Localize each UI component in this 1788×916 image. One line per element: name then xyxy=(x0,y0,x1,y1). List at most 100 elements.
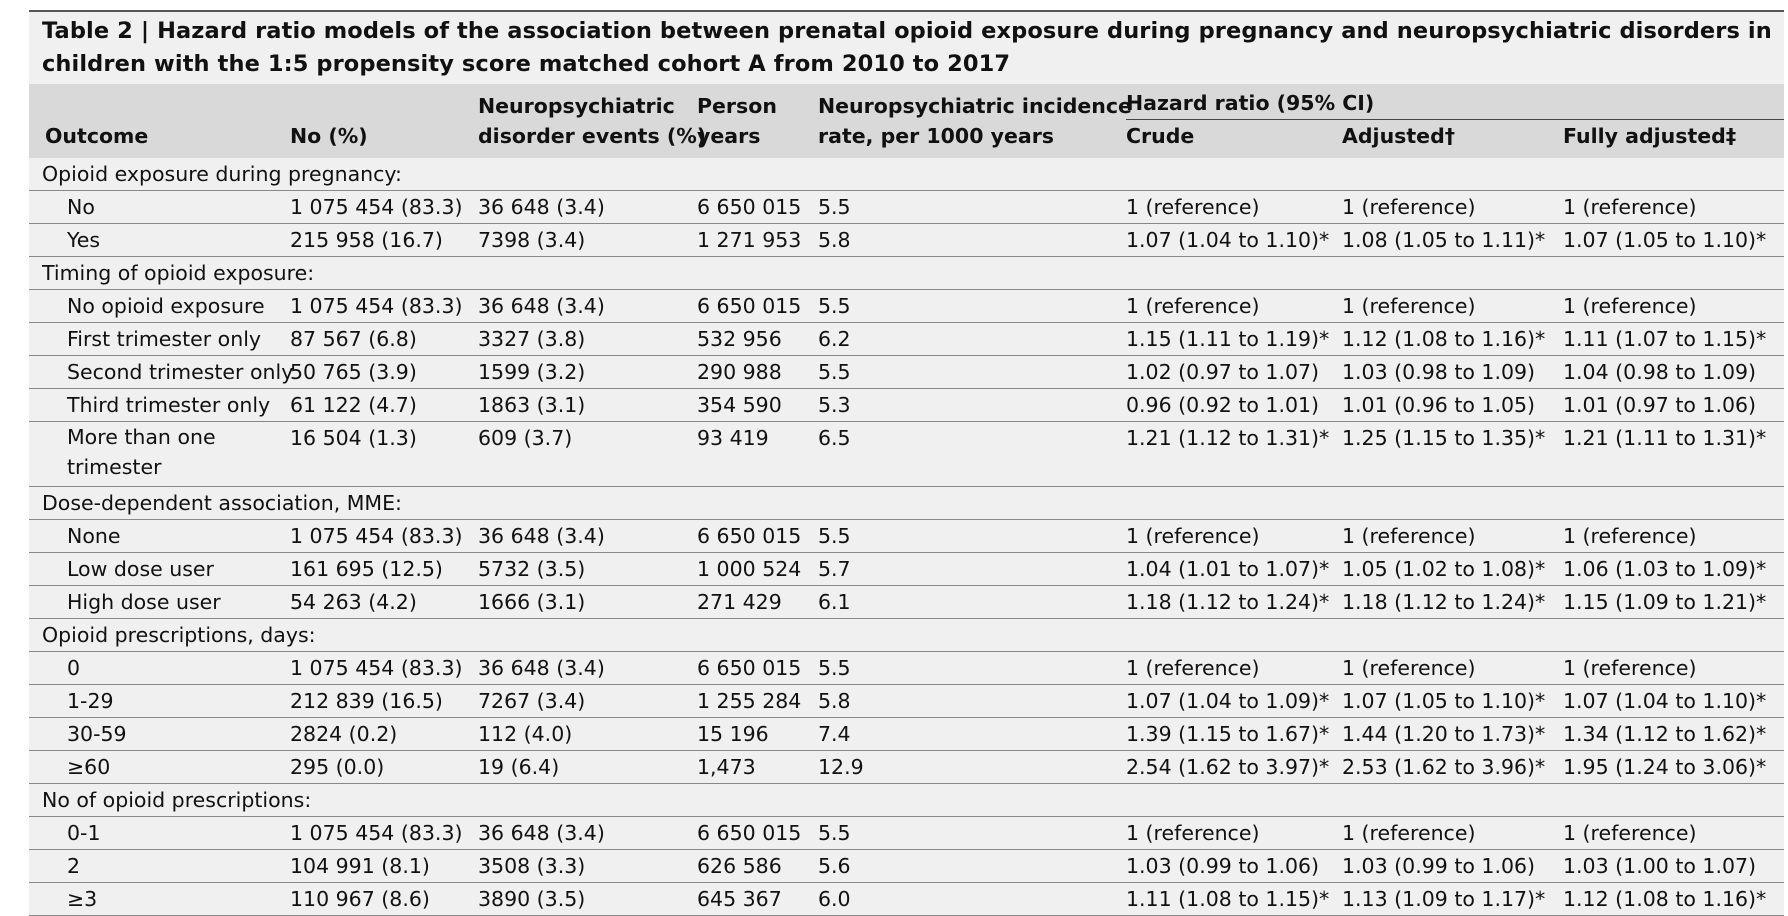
cell-incidence-rate: 6.2 xyxy=(818,322,1120,356)
cell-hr-adjusted: 1.12 (1.08 to 1.16)* xyxy=(1342,322,1563,356)
table-row: High dose user 54 263 (4.2) 1666 (3.1) 271 … xyxy=(29,585,1784,619)
cell-hr-fully-adjusted: 1.06 (1.03 to 1.09)* xyxy=(1563,552,1784,586)
top-rule xyxy=(29,10,1784,12)
cell-no-pct: 1 075 454 (83.3) xyxy=(290,519,478,553)
table-body: Opioid exposure during pregnancy: No 1 075… xyxy=(29,158,1784,916)
table-row: First trimester only 87 567 (6.8) 3327 (3.… xyxy=(29,322,1784,356)
cell-outcome: High dose user xyxy=(29,585,290,619)
cell-incidence-rate: 5.5 xyxy=(818,289,1120,323)
cell-outcome: 0-1 xyxy=(29,816,290,850)
cell-outcome: 30-59 xyxy=(29,717,290,751)
cell-hr-adjusted: 1.44 (1.20 to 1.73)* xyxy=(1342,717,1563,751)
table-row: ≥3 110 967 (8.6) 3890 (3.5) 645 367 6.0 1.11 … xyxy=(29,882,1784,916)
cell-outcome: Third trimester only xyxy=(29,388,290,422)
section-row: Opioid prescriptions, days: xyxy=(29,618,1784,652)
cell-outcome: 0 xyxy=(29,651,290,685)
cell-events: 3327 (3.8) xyxy=(478,322,697,356)
cell-no-pct: 104 991 (8.1) xyxy=(290,849,478,883)
cell-hr-fully-adjusted: 1.15 (1.09 to 1.21)* xyxy=(1563,585,1784,619)
cell-person-years: 6 650 015 xyxy=(697,190,818,224)
cell-events: 36 648 (3.4) xyxy=(478,190,697,224)
cell-outcome: ≥60 xyxy=(29,750,290,784)
table-row: Second trimester only 50 765 (3.9) 1599 (3… xyxy=(29,355,1784,389)
cell-hr-crude: 1 (reference) xyxy=(1120,651,1342,685)
header-no-pct: No (%) xyxy=(290,120,478,158)
cell-no-pct: 215 958 (16.7) xyxy=(290,223,478,257)
cell-hr-fully-adjusted: 1.04 (0.98 to 1.09) xyxy=(1563,355,1784,389)
cell-person-years: 626 586 xyxy=(697,849,818,883)
cell-outcome: 2 xyxy=(29,849,290,883)
cell-hr-crude: 1.03 (0.99 to 1.06) xyxy=(1120,849,1342,883)
cell-hr-crude: 1.11 (1.08 to 1.15)* xyxy=(1120,882,1342,916)
table-row: Yes 215 958 (16.7) 7398 (3.4) 1 271 953 5.8 1… xyxy=(29,223,1784,257)
cell-events: 609 (3.7) xyxy=(478,421,697,487)
section-row: Opioid exposure during pregnancy: xyxy=(29,158,1784,191)
cell-hr-fully-adjusted: 1.01 (0.97 to 1.06) xyxy=(1563,388,1784,422)
cell-hr-fully-adjusted: 1.11 (1.07 to 1.15)* xyxy=(1563,322,1784,356)
cell-hr-adjusted: 2.53 (1.62 to 3.96)* xyxy=(1342,750,1563,784)
cell-hr-crude: 1.07 (1.04 to 1.10)* xyxy=(1120,223,1342,257)
cell-no-pct: 50 765 (3.9) xyxy=(290,355,478,389)
cell-hr-crude: 1.18 (1.12 to 1.24)* xyxy=(1120,585,1342,619)
cell-hr-fully-adjusted: 1.07 (1.04 to 1.10)* xyxy=(1563,684,1784,718)
cell-hr-crude: 0.96 (0.92 to 1.01) xyxy=(1120,388,1342,422)
cell-hr-adjusted: 1.18 (1.12 to 1.24)* xyxy=(1342,585,1563,619)
header-outcome-top xyxy=(29,84,290,120)
cell-incidence-rate: 5.5 xyxy=(818,190,1120,224)
cell-events: 36 648 (3.4) xyxy=(478,816,697,850)
table-row: None 1 075 454 (83.3) 36 648 (3.4) 6 650 01… xyxy=(29,519,1784,553)
cell-hr-adjusted: 1 (reference) xyxy=(1342,289,1563,323)
cell-person-years: 6 650 015 xyxy=(697,816,818,850)
cell-events: 5732 (3.5) xyxy=(478,552,697,586)
hazard-ratio-table: Neuropsychiatric Person Neuropsychiatric… xyxy=(29,84,1784,916)
cell-hr-adjusted: 1.13 (1.09 to 1.17)* xyxy=(1342,882,1563,916)
cell-events: 36 648 (3.4) xyxy=(478,519,697,553)
header-hazard-ratio-label: Hazard ratio (95% CI) xyxy=(1126,89,1784,120)
cell-hr-fully-adjusted: 1.12 (1.08 to 1.16)* xyxy=(1563,882,1784,916)
cell-person-years: 93 419 xyxy=(697,421,818,487)
cell-hr-adjusted: 1.08 (1.05 to 1.11)* xyxy=(1342,223,1563,257)
cell-hr-fully-adjusted: 1 (reference) xyxy=(1563,651,1784,685)
cell-incidence-rate: 5.7 xyxy=(818,552,1120,586)
header-events-l1: Neuropsychiatric xyxy=(478,84,697,120)
cell-hr-adjusted: 1 (reference) xyxy=(1342,651,1563,685)
cell-hr-crude: 1 (reference) xyxy=(1120,519,1342,553)
cell-incidence-rate: 6.1 xyxy=(818,585,1120,619)
table-row: 2 104 991 (8.1) 3508 (3.3) 626 586 5.6 1.03 (… xyxy=(29,849,1784,883)
cell-outcome: ≥3 xyxy=(29,882,290,916)
cell-no-pct: 295 (0.0) xyxy=(290,750,478,784)
cell-events: 1599 (3.2) xyxy=(478,355,697,389)
header-rate-l2: rate, per 1000 years xyxy=(818,120,1120,158)
cell-outcome: None xyxy=(29,519,290,553)
cell-incidence-rate: 5.8 xyxy=(818,223,1120,257)
cell-person-years: 290 988 xyxy=(697,355,818,389)
cell-person-years: 1 000 524 xyxy=(697,552,818,586)
cell-hr-adjusted: 1.03 (0.99 to 1.06) xyxy=(1342,849,1563,883)
cell-outcome: No xyxy=(29,190,290,224)
table-row: Low dose user 161 695 (12.5) 5732 (3.5) 1 0… xyxy=(29,552,1784,586)
cell-hr-adjusted: 1.25 (1.15 to 1.35)* xyxy=(1342,421,1563,487)
cell-person-years: 6 650 015 xyxy=(697,651,818,685)
cell-hr-fully-adjusted: 1 (reference) xyxy=(1563,190,1784,224)
cell-events: 1863 (3.1) xyxy=(478,388,697,422)
cell-hr-crude: 2.54 (1.62 to 3.97)* xyxy=(1120,750,1342,784)
table-row: More than one trimester 16 504 (1.3) 609 (… xyxy=(29,421,1784,487)
cell-incidence-rate: 5.5 xyxy=(818,816,1120,850)
cell-incidence-rate: 5.3 xyxy=(818,388,1120,422)
cell-events: 7398 (3.4) xyxy=(478,223,697,257)
cell-hr-adjusted: 1 (reference) xyxy=(1342,190,1563,224)
cell-hr-fully-adjusted: 1 (reference) xyxy=(1563,289,1784,323)
cell-person-years: 354 590 xyxy=(697,388,818,422)
cell-outcome: Yes xyxy=(29,223,290,257)
cell-events: 3508 (3.3) xyxy=(478,849,697,883)
header-no-top xyxy=(290,84,478,120)
section-row: Dose-dependent association, MME: xyxy=(29,486,1784,520)
cell-person-years: 6 650 015 xyxy=(697,289,818,323)
cell-hr-crude: 1.07 (1.04 to 1.09)* xyxy=(1120,684,1342,718)
table-row: No opioid exposure 1 075 454 (83.3) 36 648… xyxy=(29,289,1784,323)
cell-hr-crude: 1.21 (1.12 to 1.31)* xyxy=(1120,421,1342,487)
cell-events: 112 (4.0) xyxy=(478,717,697,751)
table-row: 30-59 2824 (0.2) 112 (4.0) 15 196 7.4 1.39 (1… xyxy=(29,717,1784,751)
cell-outcome: Low dose user xyxy=(29,552,290,586)
section-label: Dose-dependent association, MME: xyxy=(29,486,1784,520)
